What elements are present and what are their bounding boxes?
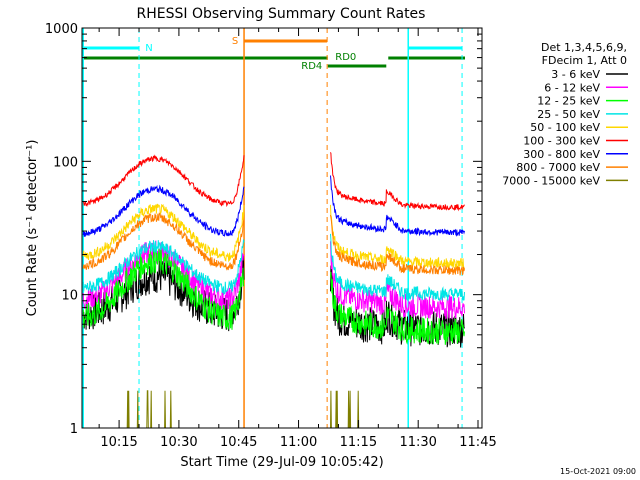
series-line-2 bbox=[330, 272, 465, 345]
y-tick-label: 100 bbox=[53, 155, 78, 170]
series-line-5 bbox=[82, 154, 245, 208]
series-line-5 bbox=[330, 152, 465, 212]
legend: Det 1,3,4,5,6,9, FDecim 1, Att 0 3 - 6 k… bbox=[502, 41, 628, 187]
legend-entry-label: 50 - 100 keV bbox=[530, 121, 600, 134]
grid-layer bbox=[82, 28, 463, 428]
saa-flag-label: S bbox=[232, 36, 238, 47]
legend-entry-label: 12 - 25 keV bbox=[537, 95, 600, 108]
legend-entry-label: 300 - 800 keV bbox=[523, 148, 600, 161]
x-tick-label: 10:30 bbox=[160, 435, 197, 450]
y-tick-label: 1000 bbox=[45, 22, 78, 37]
rd0-flag-label: RD0 bbox=[335, 52, 356, 63]
x-tick-label: 10:45 bbox=[220, 435, 257, 450]
legend-entry-label: 100 - 300 keV bbox=[523, 135, 600, 148]
x-tick-label: 11:15 bbox=[340, 435, 377, 450]
x-tick-label: 10:15 bbox=[100, 435, 137, 450]
x-tick-label: 11:30 bbox=[399, 435, 436, 450]
x-axis-label: Start Time (29-Jul-09 10:05:42) bbox=[180, 455, 383, 470]
series-line-2 bbox=[82, 247, 245, 330]
legend-entry-label: 800 - 7000 keV bbox=[516, 161, 600, 174]
x-tick-label: 11:00 bbox=[280, 435, 317, 450]
series-line-3 bbox=[330, 233, 465, 301]
chart-title: RHESSI Observing Summary Count Rates bbox=[137, 6, 426, 22]
y-tick-label: 1 bbox=[70, 422, 78, 437]
flag-band-layer: N S RD0 RD4 bbox=[82, 36, 465, 72]
footer-timestamp: 15-Oct-2021 09:00 bbox=[560, 467, 636, 476]
axes-layer: 10:15 10:30 10:45 11:00 11:15 11:30 11:45 1 10 10… bbox=[45, 22, 497, 450]
series-line-6 bbox=[82, 184, 245, 237]
night-flag-label: N bbox=[145, 43, 152, 54]
rd4-flag-label: RD4 bbox=[301, 61, 322, 72]
series-line-1 bbox=[330, 241, 465, 320]
series-line-7 bbox=[330, 214, 465, 276]
y-axis-label: Count Rate (s⁻¹ detector⁻¹) bbox=[25, 140, 40, 317]
series-line-8 bbox=[330, 390, 465, 429]
legend-entry-label: 3 - 6 keV bbox=[551, 68, 600, 81]
series-line-8 bbox=[83, 390, 244, 429]
series-line-3 bbox=[82, 239, 245, 296]
series-layer bbox=[82, 152, 465, 429]
legend-entry-label: 7000 - 15000 keV bbox=[502, 174, 600, 187]
series-line-4 bbox=[330, 204, 465, 270]
legend-entry-label: 25 - 50 keV bbox=[537, 108, 600, 121]
plot-frame bbox=[81, 27, 483, 429]
series-line-6 bbox=[330, 175, 465, 237]
series-line-4 bbox=[82, 203, 245, 263]
legend-header-line-2: FDecim 1, Att 0 bbox=[542, 54, 627, 67]
series-line-7 bbox=[82, 212, 244, 271]
legend-header-line-1: Det 1,3,4,5,6,9, bbox=[541, 41, 627, 54]
legend-entry-label: 6 - 12 keV bbox=[544, 81, 600, 94]
x-tick-label: 11:45 bbox=[459, 435, 496, 450]
y-tick-label: 10 bbox=[61, 289, 78, 304]
